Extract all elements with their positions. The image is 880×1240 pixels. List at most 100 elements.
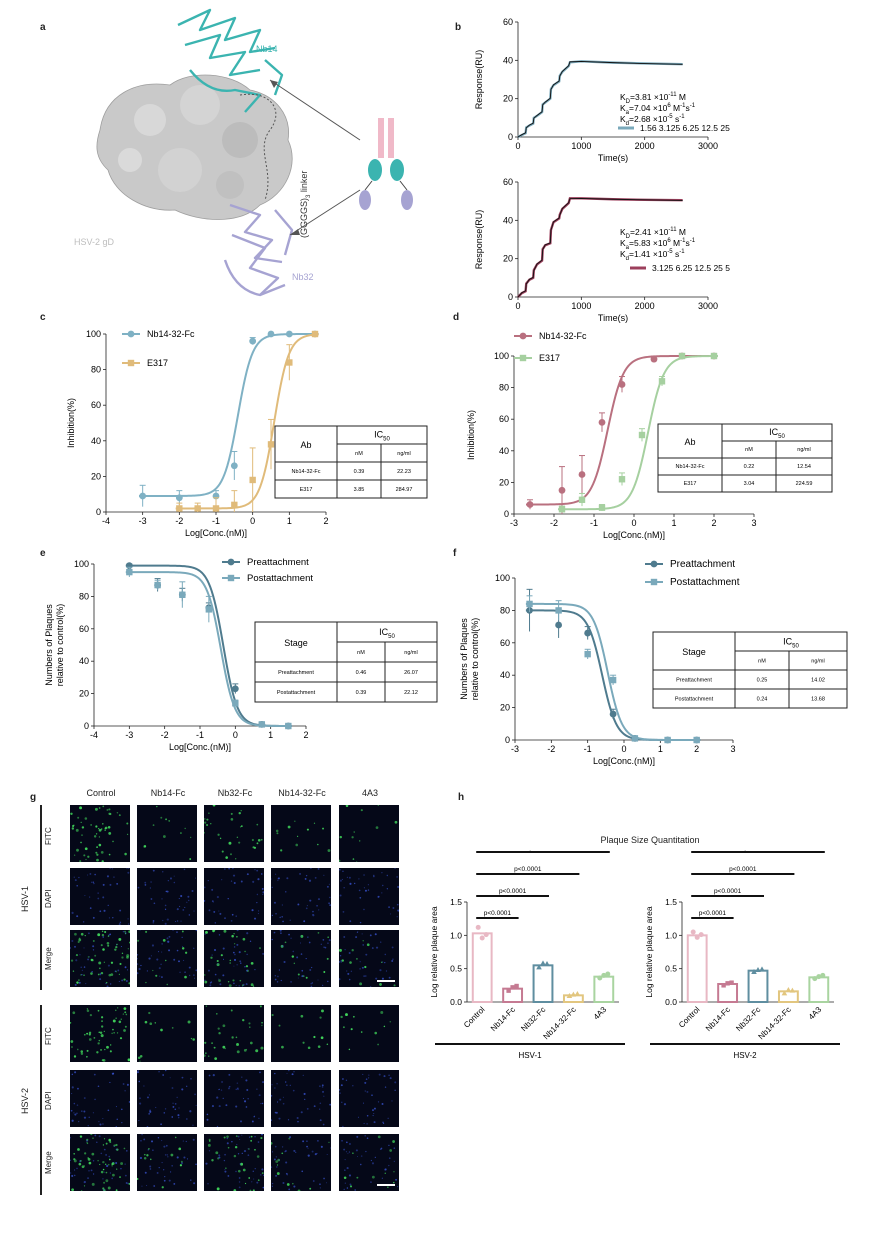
dapi-signal	[195, 1104, 197, 1106]
dapi-signal	[183, 868, 186, 871]
table-header: Ab	[684, 437, 695, 447]
fitc-signal	[121, 956, 124, 959]
fitc-signal	[99, 1031, 103, 1034]
fitc-signal	[343, 1176, 347, 1180]
dapi-signal	[186, 1158, 189, 1160]
replicate-point	[759, 966, 765, 972]
dapi-signal	[237, 1088, 239, 1091]
legend-label: Nb14-32-Fc	[147, 329, 195, 339]
dapi-signal	[186, 901, 188, 903]
fitc-signal	[115, 946, 118, 949]
replicate-point	[566, 993, 573, 998]
dapi-signal	[388, 976, 391, 979]
dapi-signal	[282, 920, 284, 923]
fitc-signal	[352, 858, 355, 860]
dapi-signal	[216, 895, 219, 899]
dapi-signal	[144, 881, 147, 884]
replicate-point	[544, 961, 550, 966]
dapi-signal	[281, 904, 284, 906]
dapi-signal	[83, 1097, 86, 1099]
fitc-signal	[326, 957, 329, 960]
fitc-signal	[256, 823, 259, 826]
dapi-signal	[228, 868, 230, 870]
group-label: HSV-1	[518, 1051, 542, 1060]
table-unit: ng/ml	[811, 658, 824, 664]
dapi-signal	[153, 902, 156, 905]
fitc-signal	[81, 1165, 85, 1169]
dapi-signal	[344, 949, 346, 951]
category-label: Nb32-Fc	[734, 1005, 762, 1033]
fitc-signal	[103, 1181, 106, 1184]
dapi-signal	[81, 973, 83, 976]
dapi-signal	[233, 881, 236, 884]
kinetic-constant: Kd=2.68 ×10-5 s-1	[620, 114, 685, 127]
dapi-signal	[150, 881, 152, 883]
micrograph-dapi	[271, 1070, 331, 1127]
fitc-signal	[275, 1160, 279, 1163]
dapi-signal	[342, 910, 345, 913]
dapi-signal	[289, 1136, 291, 1138]
dapi-signal	[190, 1179, 192, 1181]
dapi-signal	[349, 1143, 351, 1145]
dapi-signal	[274, 873, 277, 875]
fitc-signal	[100, 1170, 104, 1174]
fitc-signal	[339, 948, 342, 952]
fitc-signal	[165, 818, 168, 821]
dapi-signal	[78, 1120, 80, 1123]
micrograph-merge	[204, 930, 264, 987]
dapi-signal	[328, 883, 330, 885]
micrograph-dapi	[204, 1070, 264, 1127]
fitc-signal	[115, 1017, 117, 1019]
replicate-point	[690, 929, 696, 935]
dapi-signal	[187, 895, 190, 898]
dapi-signal	[246, 932, 249, 935]
fitc-signal	[281, 1045, 284, 1049]
x-tick-label: -1	[196, 730, 204, 740]
fitc-signal	[107, 1163, 110, 1166]
dapi-signal	[71, 1119, 74, 1122]
table-cell: E317	[684, 481, 697, 487]
replicate-point	[755, 967, 761, 972]
bar	[717, 983, 739, 1003]
x-tick-label: 0	[233, 730, 238, 740]
y-tick-label: 1.0	[450, 930, 462, 940]
dapi-signal	[292, 950, 295, 953]
dapi-signal	[249, 940, 252, 942]
dapi-signal	[168, 949, 171, 952]
dapi-signal	[274, 1087, 276, 1089]
fitc-signal	[383, 1025, 386, 1028]
fitc-signal	[107, 826, 111, 829]
micrograph-dots	[137, 930, 197, 986]
fitc-signal	[143, 1157, 147, 1160]
dapi-signal	[222, 947, 225, 950]
data-point	[154, 581, 161, 589]
fitc-signal	[121, 952, 124, 955]
dapi-signal	[176, 949, 179, 952]
dapi-signal	[327, 980, 329, 983]
fitc-signal	[377, 1135, 381, 1139]
dapi-signal	[359, 968, 361, 970]
fitc-signal	[83, 1033, 86, 1036]
dapi-signal	[390, 913, 392, 915]
dapi-signal	[96, 1141, 98, 1143]
fitc-signal	[210, 823, 212, 825]
fitc-signal	[351, 836, 354, 839]
dapi-signal	[396, 876, 398, 878]
dapi-signal	[276, 1166, 278, 1168]
fitc-signal	[103, 1030, 105, 1033]
fitc-signal	[180, 1160, 183, 1163]
dapi-signal	[99, 972, 102, 975]
micro-column-header: Nb14-32-Fc	[278, 788, 326, 798]
dapi-signal	[329, 904, 331, 907]
fitc-signal	[384, 1172, 386, 1174]
fitc-signal	[111, 1162, 115, 1165]
fitc-signal	[287, 825, 291, 829]
fitc-signal	[225, 1167, 227, 1169]
dapi-signal	[160, 963, 162, 966]
dapi-signal	[148, 957, 151, 960]
fitc-signal	[181, 947, 185, 950]
dapi-signal	[285, 1081, 287, 1083]
x-tick-label: -2	[161, 730, 169, 740]
